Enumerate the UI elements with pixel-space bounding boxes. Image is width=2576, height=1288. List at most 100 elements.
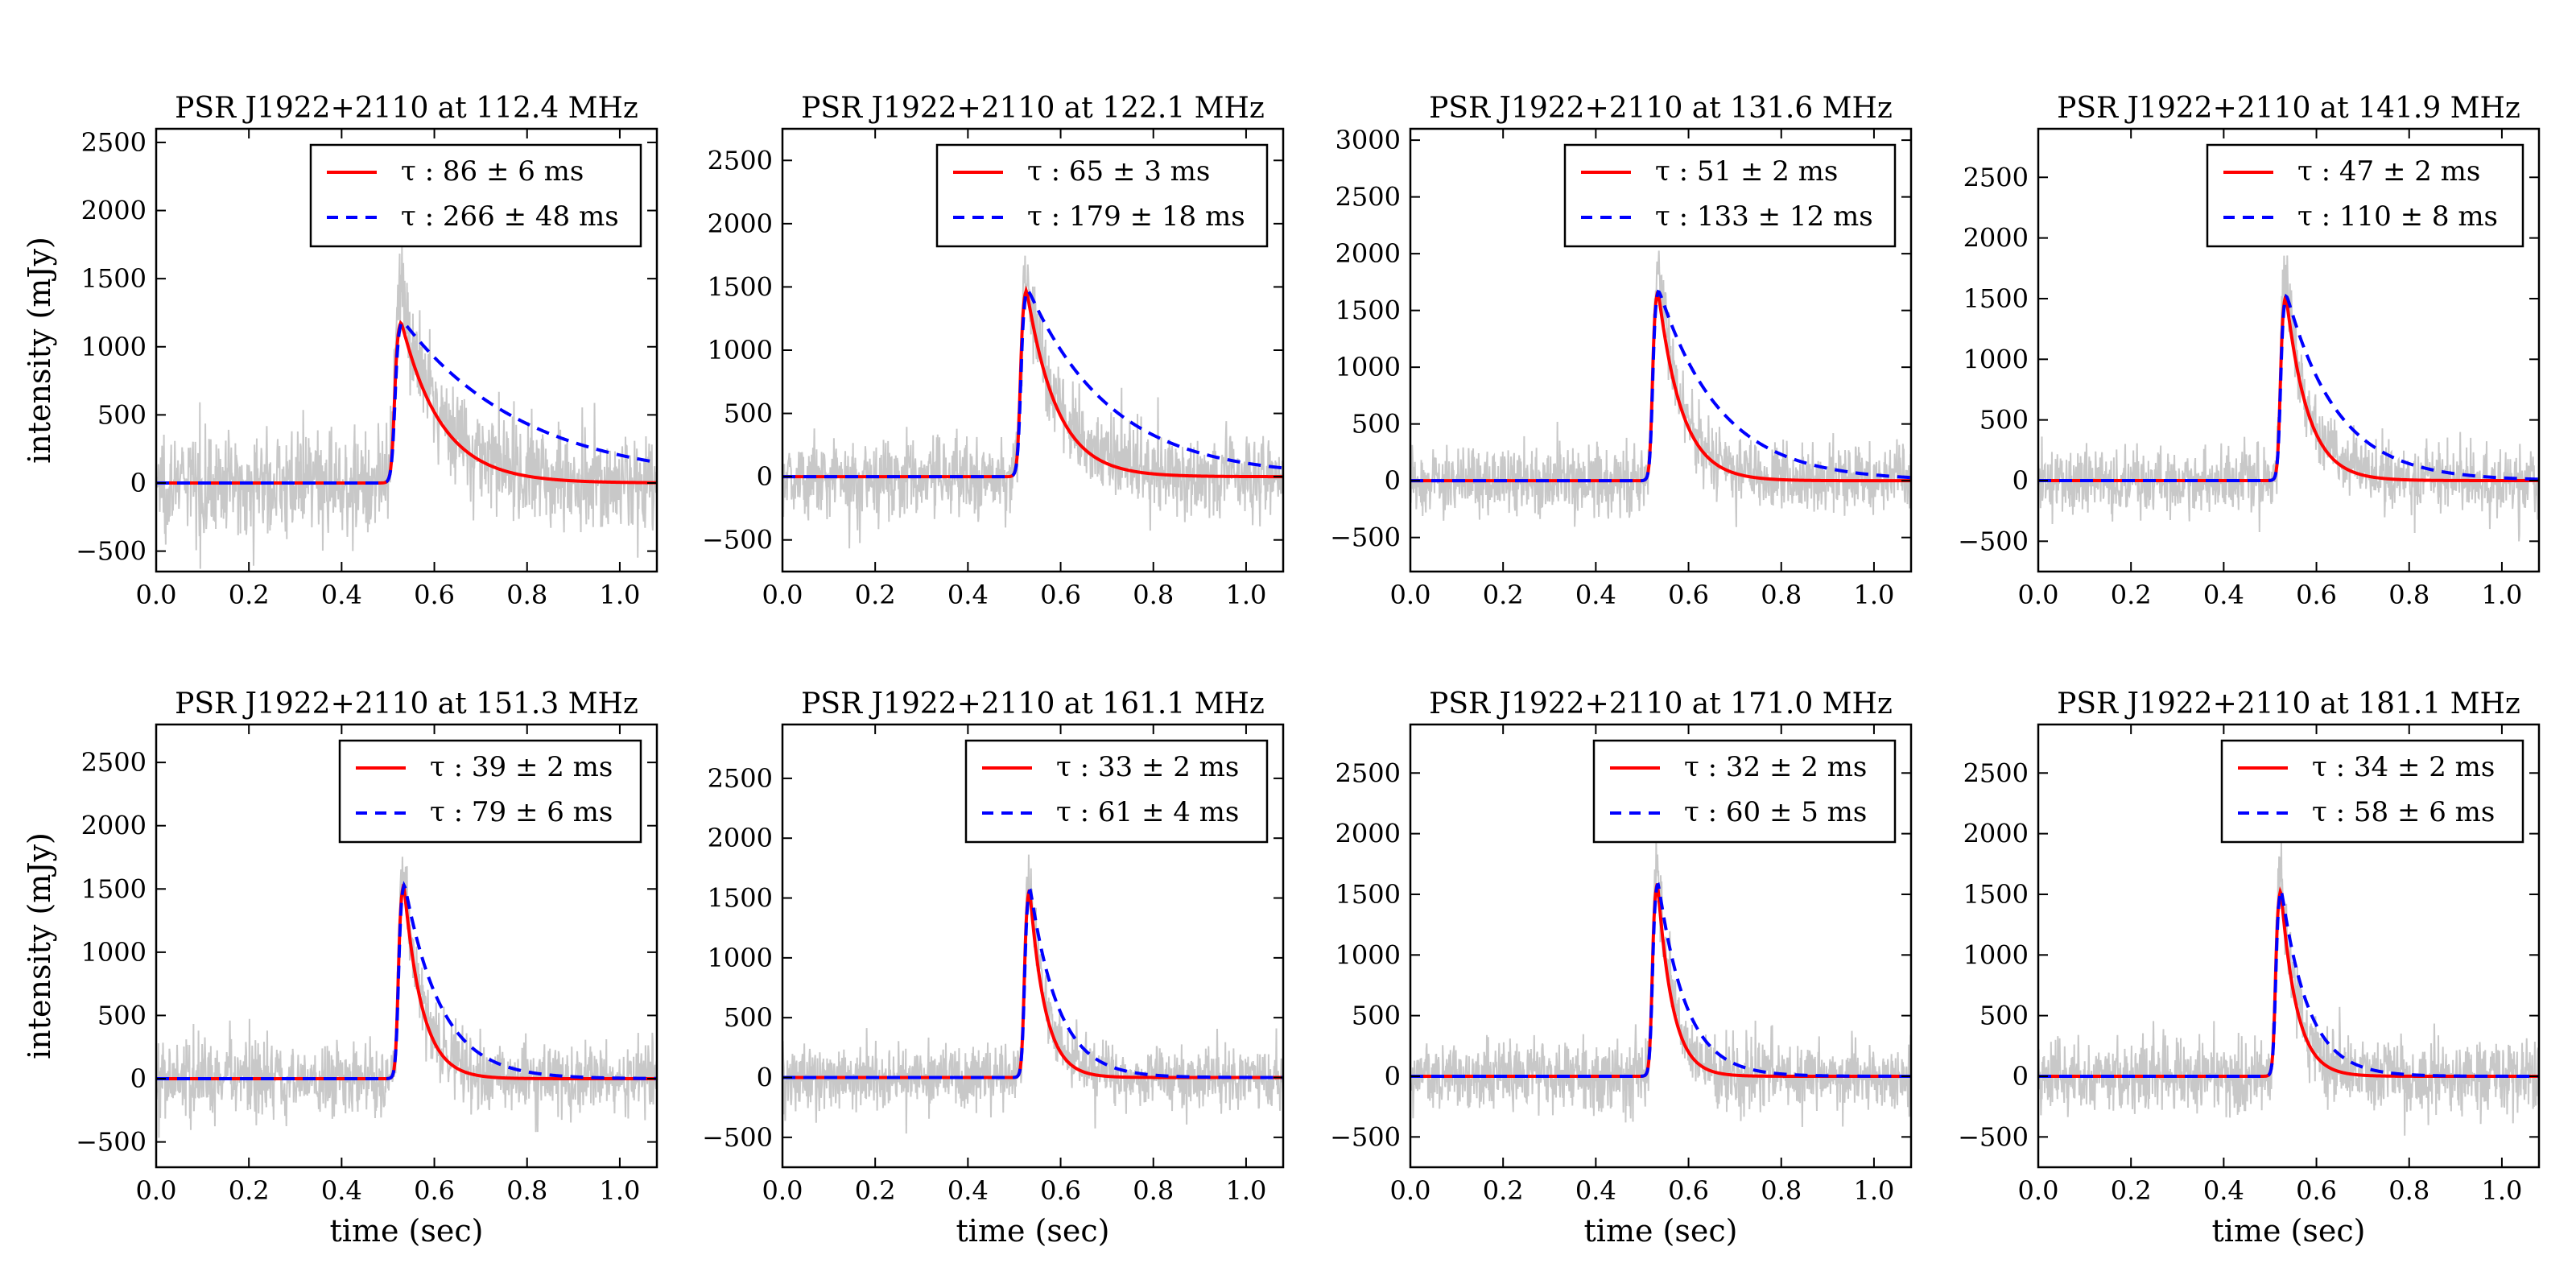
x-axis-label: time (sec): [330, 1213, 484, 1249]
x-tick-label: 0.8: [2388, 580, 2429, 610]
y-tick-label: 3000: [1335, 125, 1401, 155]
panel-2: 0.0 0.2 0.4 0.6 0.8 1.0 −500 0 500 1000 1500 2000 25…: [702, 92, 1285, 610]
panel-title: PSR J1922+2110 at 151.3 MHz: [175, 687, 638, 720]
y-tick-label: 2500: [1963, 162, 2029, 192]
fit-dashed-line: [156, 881, 657, 1080]
y-tick-label: 2500: [1335, 758, 1401, 788]
y-tick-label: 2500: [1963, 758, 2029, 788]
y-axis-label: intensity (mJy): [22, 832, 57, 1059]
data-trace: [1410, 841, 1911, 1128]
x-tick-label: 0.2: [2111, 1175, 2152, 1206]
legend-box: [2206, 143, 2524, 248]
axes-frame: [2037, 127, 2541, 573]
fit-dashed-line: [2038, 293, 2539, 482]
x-tick-label: 0.0: [2018, 580, 2059, 610]
legend-label-1: τ : 65 ± 3 ms: [1027, 155, 1210, 188]
panel-1: 0.0 0.2 0.4 0.6 0.8 1.0 −500 0 500 1000 1500 2000 25…: [22, 92, 658, 610]
x-axis-label: time (sec): [1584, 1213, 1738, 1249]
legend-box: [964, 739, 1269, 844]
legend-label-1: τ : 33 ± 2 ms: [1056, 751, 1239, 783]
x-tick-label: 0.2: [1483, 580, 1524, 610]
y-tick-label: 0: [757, 461, 773, 492]
legend: τ : 86 ± 6 ms τ : 266 ± 48 ms: [309, 143, 642, 248]
x-tick-label: 0.8: [1133, 1175, 1174, 1206]
y-tick-label: −500: [76, 536, 147, 567]
x-axis-label: time (sec): [956, 1213, 1110, 1249]
y-tick-label: 1500: [708, 883, 773, 914]
y-tick-label: −500: [1330, 522, 1401, 553]
y-tick-label: −500: [76, 1127, 147, 1158]
x-tick-label: 0.8: [506, 1175, 547, 1206]
axes-frame: [155, 127, 658, 573]
y-tick-label: 2000: [81, 196, 147, 226]
fit-dashed-line: [782, 288, 1283, 479]
x-tick-label: 0.4: [2203, 1175, 2244, 1206]
panel-7: 0.0 0.2 0.4 0.6 0.8 1.0 −500 0 500 1000 1500 2000 25…: [1330, 687, 1913, 1249]
x-tick-label: 0.6: [1040, 580, 1081, 610]
y-tick-label: 1500: [1963, 879, 2029, 910]
x-tick-label: 1.0: [1853, 1175, 1894, 1206]
x-tick-label: 0.6: [2296, 580, 2337, 610]
y-tick-label: 2000: [708, 823, 773, 853]
panel-title: PSR J1922+2110 at 181.1 MHz: [2057, 687, 2520, 720]
legend-label-2: τ : 61 ± 4 ms: [1056, 796, 1239, 828]
y-tick-label: 500: [724, 1002, 773, 1033]
x-tick-label: 0.4: [947, 580, 989, 610]
axes-frame: [2037, 723, 2541, 1169]
panel-3: 0.0 0.2 0.4 0.6 0.8 1.0 −500 0 500 1000 1500 2000 25…: [1330, 92, 1913, 610]
x-tick-label: 0.0: [136, 1175, 177, 1206]
y-tick-label: 500: [97, 399, 147, 430]
x-tick-label: 0.2: [2111, 580, 2152, 610]
y-tick-label: 1500: [81, 263, 147, 294]
y-tick-label: 0: [1385, 465, 1401, 496]
x-tick-label: 0.4: [947, 1175, 989, 1206]
legend-label-1: τ : 32 ± 2 ms: [1684, 751, 1867, 783]
y-tick-label: 500: [1979, 405, 2029, 436]
x-tick-label: 0.8: [2388, 1175, 2429, 1206]
x-tick-label: 0.2: [855, 1175, 896, 1206]
fit-solid-line: [156, 883, 657, 1080]
y-tick-label: 0: [2013, 1061, 2029, 1092]
axes-frame: [1409, 127, 1913, 573]
y-tick-label: 500: [1979, 1001, 2029, 1031]
x-tick-label: 0.6: [1668, 580, 1709, 610]
x-tick-label: 0.0: [762, 1175, 803, 1206]
x-tick-label: 0.8: [506, 580, 547, 610]
panel-title: PSR J1922+2110 at 131.6 MHz: [1429, 92, 1893, 125]
x-tick-label: 1.0: [599, 1175, 640, 1206]
y-tick-label: 0: [130, 1063, 147, 1094]
fit-dashed-line: [1410, 289, 1911, 483]
legend-label-2: τ : 58 ± 6 ms: [2312, 796, 2495, 828]
y-tick-label: 500: [1352, 409, 1401, 440]
legend-box: [2220, 739, 2524, 844]
panel-title: PSR J1922+2110 at 112.4 MHz: [175, 92, 638, 125]
legend-label-2: τ : 110 ± 8 ms: [2297, 200, 2498, 233]
y-tick-label: 0: [757, 1063, 773, 1093]
x-tick-label: 0.0: [1390, 580, 1431, 610]
legend-box: [1563, 143, 1897, 248]
x-tick-label: 0.2: [229, 1175, 270, 1206]
x-tick-label: 0.6: [1668, 1175, 1709, 1206]
panel-5: 0.0 0.2 0.4 0.6 0.8 1.0 −500 0 500 1000 1500 2000 25…: [22, 687, 658, 1249]
y-tick-label: −500: [702, 525, 773, 555]
y-tick-label: 500: [724, 398, 773, 429]
legend: τ : 32 ± 2 ms τ : 60 ± 5 ms: [1592, 739, 1897, 844]
fit-solid-line: [2038, 295, 2539, 482]
x-tick-label: 1.0: [1225, 1175, 1266, 1206]
x-tick-label: 1.0: [2481, 580, 2522, 610]
legend-label-2: τ : 266 ± 48 ms: [401, 200, 619, 233]
x-axis-label: time (sec): [2212, 1213, 2366, 1249]
x-tick-label: 1.0: [1853, 580, 1894, 610]
legend-label-1: τ : 86 ± 6 ms: [401, 155, 584, 188]
data-trace: [782, 255, 1283, 549]
y-tick-label: 2000: [1963, 819, 2029, 849]
panels: 0.0 0.2 0.4 0.6 0.8 1.0 −500 0 500 1000 1500 2000 25…: [22, 92, 2541, 1249]
panel-title: PSR J1922+2110 at 122.1 MHz: [801, 92, 1265, 125]
legend-label-1: τ : 47 ± 2 ms: [2297, 155, 2480, 188]
y-tick-label: 2500: [708, 145, 773, 175]
legend-box: [1592, 739, 1897, 844]
x-tick-label: 0.4: [321, 1175, 362, 1206]
y-tick-label: 2000: [1963, 223, 2029, 254]
y-tick-label: −500: [1958, 1121, 2029, 1152]
